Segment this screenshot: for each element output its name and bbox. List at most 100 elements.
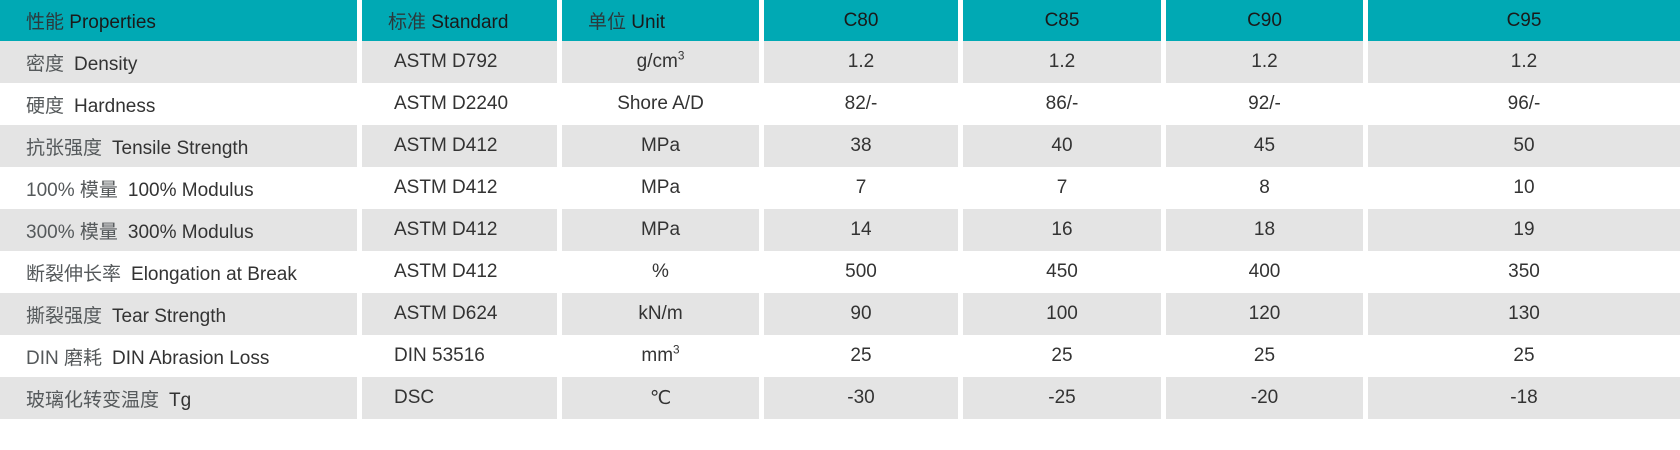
column-header-properties: 性能 Properties	[0, 0, 362, 41]
cell-unit: Shore A/D	[562, 83, 764, 125]
cell-value-c95: 1.2	[1368, 41, 1680, 83]
cell-property: 硬度 Hardness	[0, 83, 362, 125]
column-header-properties-cn: 性能	[26, 12, 65, 33]
cell-value-c90: 18	[1166, 209, 1368, 251]
cell-value-c90: 92/-	[1166, 83, 1368, 125]
property-name-en: 100% Modulus	[127, 179, 254, 201]
cell-unit: MPa	[562, 209, 764, 251]
property-name-en: Density	[74, 53, 138, 75]
cell-unit: mm3	[562, 335, 764, 377]
cell-standard: DIN 53516	[362, 335, 562, 377]
table-row: 100% 模量 100% Modulus ASTM D412 MPa 7 7 8 10	[0, 167, 1680, 209]
table-row: DIN 磨耗 DIN Abrasion Loss DIN 53516 mm3 25 25 2…	[0, 335, 1680, 377]
column-header-properties-en: Properties	[69, 12, 156, 33]
cell-value-c95: 25	[1368, 335, 1680, 377]
cell-value-c90: 1.2	[1166, 41, 1368, 83]
cell-value-c80: -30	[764, 377, 963, 419]
table-row: 断裂伸长率 Elongation at Break ASTM D412% 500 450…	[0, 251, 1680, 293]
cell-value-c90: 400	[1166, 251, 1368, 293]
property-name-cn: DIN 磨耗	[26, 347, 103, 369]
cell-property: DIN 磨耗 DIN Abrasion Loss	[0, 335, 362, 377]
cell-value-c80: 90	[764, 293, 963, 335]
cell-value-c80: 14	[764, 209, 963, 251]
cell-value-c80: 38	[764, 125, 963, 167]
cell-value-c95: 350	[1368, 251, 1680, 293]
property-name-cn: 断裂伸长率	[26, 263, 122, 285]
cell-property: 300% 模量 300% Modulus	[0, 209, 362, 251]
property-name-en: Elongation at Break	[131, 263, 297, 285]
property-name-en: 300% Modulus	[127, 221, 254, 243]
cell-value-c95: 50	[1368, 125, 1680, 167]
cell-value-c95: 130	[1368, 293, 1680, 335]
property-name-cn: 300% 模量	[26, 221, 118, 243]
cell-value-c85: 25	[963, 335, 1166, 377]
cell-unit: MPa	[562, 167, 764, 209]
property-name-cn: 硬度	[26, 95, 65, 117]
cell-standard: DSC	[362, 377, 562, 419]
cell-property: 玻璃化转变温度 Tg	[0, 377, 362, 419]
unit-exponent: 3	[677, 49, 685, 63]
cell-value-c85: 450	[963, 251, 1166, 293]
cell-property: 抗张强度 Tensile Strength	[0, 125, 362, 167]
cell-value-c90: -20	[1166, 377, 1368, 419]
cell-value-c85: 40	[963, 125, 1166, 167]
cell-value-c80: 25	[764, 335, 963, 377]
cell-standard: ASTM D2240	[362, 83, 562, 125]
cell-unit: ℃	[562, 377, 764, 419]
table-row: 玻璃化转变温度 Tg DSC ℃ -30 -25 -20 -18	[0, 377, 1680, 419]
table-body: 密度 Density ASTM D792 g/cm3 1.2 1.2 1.2 1.2 硬度 Har…	[0, 41, 1680, 419]
column-header-standard: 标准 Standard	[362, 0, 562, 41]
material-properties-table: 性能 Properties 标准 Standard 单位 Unit C80 C8…	[0, 0, 1680, 419]
cell-value-c85: -25	[963, 377, 1166, 419]
cell-standard: ASTM D792	[362, 41, 562, 83]
column-header-standard-cn: 标准	[388, 12, 427, 33]
cell-property: 断裂伸长率 Elongation at Break	[0, 251, 362, 293]
column-header-unit-cn: 单位	[588, 12, 627, 33]
cell-value-c85: 86/-	[963, 83, 1166, 125]
cell-value-c80: 7	[764, 167, 963, 209]
header-row: 性能 Properties 标准 Standard 单位 Unit C80 C8…	[0, 0, 1680, 41]
cell-value-c95: 96/-	[1368, 83, 1680, 125]
cell-value-c80: 82/-	[764, 83, 963, 125]
cell-value-c95: -18	[1368, 377, 1680, 419]
column-header-c80: C80	[764, 0, 963, 41]
property-name-en: DIN Abrasion Loss	[112, 347, 270, 369]
column-header-standard-en: Standard	[431, 12, 509, 33]
table-row: 密度 Density ASTM D792 g/cm3 1.2 1.2 1.2 1.2	[0, 41, 1680, 83]
table-row: 硬度 Hardness ASTM D2240 Shore A/D 82/- 86/- 92/…	[0, 83, 1680, 125]
cell-value-c95: 10	[1368, 167, 1680, 209]
cell-value-c85: 100	[963, 293, 1166, 335]
property-name-cn: 玻璃化转变温度	[26, 389, 160, 411]
cell-standard: ASTM D624	[362, 293, 562, 335]
column-header-unit-en: Unit	[631, 12, 666, 33]
property-name-cn: 撕裂强度	[26, 305, 103, 327]
unit-exponent: 3	[673, 343, 680, 357]
cell-unit: MPa	[562, 125, 764, 167]
cell-value-c85: 16	[963, 209, 1166, 251]
property-name-cn: 密度	[26, 53, 65, 75]
cell-value-c90: 45	[1166, 125, 1368, 167]
property-name-en: Tg	[169, 389, 192, 411]
cell-value-c85: 7	[963, 167, 1166, 209]
cell-unit: kN/m	[562, 293, 764, 335]
cell-value-c90: 8	[1166, 167, 1368, 209]
property-name-cn: 100% 模量	[26, 179, 118, 201]
column-header-unit: 单位 Unit	[562, 0, 764, 41]
table-row: 抗张强度 Tensile Strength ASTM D412 MPa 38 40 45 50	[0, 125, 1680, 167]
property-name-en: Tear Strength	[112, 305, 227, 327]
cell-standard: ASTM D412	[362, 251, 562, 293]
cell-property: 撕裂强度 Tear Strength	[0, 293, 362, 335]
cell-value-c80: 500	[764, 251, 963, 293]
cell-value-c90: 25	[1166, 335, 1368, 377]
property-name-en: Tensile Strength	[112, 137, 249, 159]
cell-value-c80: 1.2	[764, 41, 963, 83]
cell-unit: g/cm3	[562, 41, 764, 83]
column-header-c90: C90	[1166, 0, 1368, 41]
table-header: 性能 Properties 标准 Standard 单位 Unit C80 C8…	[0, 0, 1680, 41]
property-name-en: Hardness	[74, 95, 156, 117]
cell-standard: ASTM D412	[362, 125, 562, 167]
cell-property: 100% 模量 100% Modulus	[0, 167, 362, 209]
cell-unit: %	[562, 251, 764, 293]
cell-value-c85: 1.2	[963, 41, 1166, 83]
column-header-c85: C85	[963, 0, 1166, 41]
